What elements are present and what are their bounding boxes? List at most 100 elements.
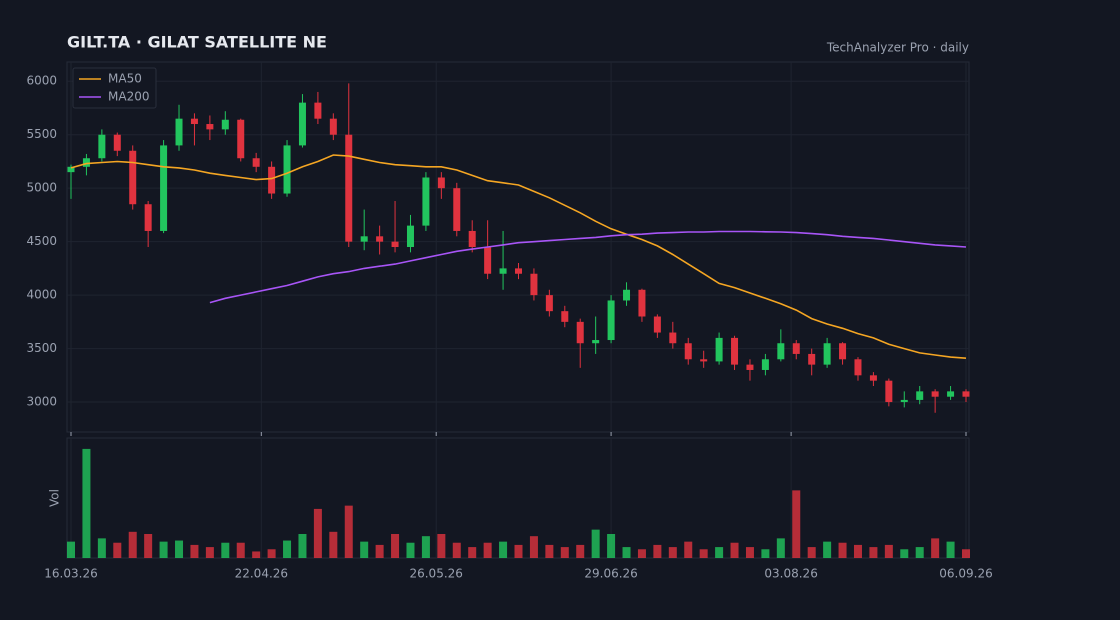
volume-bar — [97, 538, 106, 558]
volume-bar — [421, 536, 430, 558]
volume-bar — [144, 534, 153, 558]
candle-body — [314, 102, 322, 119]
volume-bar — [391, 534, 400, 558]
y-tick-label: 4500 — [26, 234, 57, 248]
volume-bar — [329, 531, 338, 558]
x-tick-label: 06.09.26 — [939, 567, 992, 581]
volume-bar — [576, 544, 585, 558]
volume-bar — [838, 542, 847, 558]
volume-bar — [283, 540, 292, 558]
candle-body — [268, 166, 276, 194]
y-tick-label: 5000 — [26, 181, 57, 195]
volume-bar — [792, 490, 801, 558]
volume-bar — [560, 547, 569, 558]
volume-bar — [823, 541, 832, 558]
candle-body — [700, 359, 708, 362]
candle-body — [839, 343, 847, 360]
volume-bar — [82, 448, 91, 558]
candle-body — [530, 273, 538, 296]
candle-body — [792, 343, 800, 354]
candle-body — [98, 134, 106, 159]
candle-body — [669, 332, 677, 344]
volume-bar — [591, 529, 600, 558]
volume-bar — [730, 542, 739, 558]
volume-bar — [668, 547, 677, 558]
volume-bar — [915, 547, 924, 558]
candle-body — [515, 268, 522, 274]
candle-body — [468, 230, 476, 247]
volume-label: Vol — [48, 489, 62, 507]
candle-body — [82, 158, 90, 167]
volume-bar — [931, 538, 940, 558]
candle-body — [854, 359, 862, 376]
ma-line — [70, 154, 967, 359]
candle-body — [607, 300, 615, 341]
volume-bar — [776, 538, 785, 558]
volume-bar — [946, 541, 955, 558]
candle-body — [453, 188, 461, 231]
volume-bar — [637, 549, 646, 558]
candle-body — [623, 289, 631, 301]
chart-subtitle: TechAnalyzer Pro · daily — [826, 41, 969, 55]
legend-label: MA50 — [108, 72, 142, 86]
candle-body — [391, 241, 399, 247]
x-tick-label: 03.08.26 — [764, 567, 817, 581]
candle-body — [869, 375, 877, 381]
volume-bar — [236, 542, 245, 558]
y-tick-label: 6000 — [26, 74, 57, 88]
candle-body — [237, 119, 245, 159]
volume-bar — [360, 541, 369, 558]
volume-bar — [298, 534, 307, 558]
candle-body — [746, 364, 754, 370]
candle-body — [761, 359, 769, 370]
candle-body — [329, 118, 337, 135]
x-tick-label: 29.06.26 — [584, 567, 637, 581]
volume-bar — [884, 544, 893, 558]
volume-bar — [514, 544, 523, 558]
volume-bar — [221, 542, 230, 558]
candle-body — [298, 102, 306, 146]
candle-body — [160, 145, 168, 231]
candle-body — [545, 295, 553, 312]
y-tick-label: 4000 — [26, 288, 57, 302]
candle-body — [175, 118, 183, 146]
candle-body — [653, 316, 661, 333]
volume-bar — [468, 547, 477, 558]
candle-body — [376, 236, 384, 242]
volume-bar — [267, 549, 276, 558]
candle-body — [638, 289, 646, 317]
candle-body — [684, 343, 692, 360]
volume-bar — [128, 531, 137, 558]
volume-bar — [113, 542, 122, 558]
volume-panel — [66, 437, 970, 559]
candle-body — [731, 337, 739, 365]
volume-bar — [684, 541, 693, 558]
candle-body — [113, 134, 121, 151]
candle-body — [808, 353, 816, 365]
volume-bar — [175, 540, 184, 558]
volume-bar — [653, 544, 662, 558]
candle-body — [345, 134, 353, 242]
candle-body — [823, 343, 831, 365]
y-tick-label: 5500 — [26, 127, 57, 141]
volume-bar — [483, 542, 492, 558]
candle-body — [190, 118, 198, 125]
volume-bar — [900, 549, 909, 558]
candle-body — [283, 145, 291, 194]
volume-bar — [869, 547, 878, 558]
volume-bar — [159, 541, 168, 558]
candle-body — [252, 158, 260, 167]
volume-bar — [529, 536, 538, 558]
candle-body — [561, 311, 569, 322]
candle-body — [777, 343, 785, 360]
candle-body — [129, 150, 137, 205]
candle-body — [916, 391, 924, 400]
candle-body — [576, 321, 584, 344]
x-tick-label: 22.04.26 — [235, 567, 288, 581]
candle-body — [360, 236, 368, 242]
candle-body — [437, 177, 445, 189]
candle-body — [67, 166, 75, 173]
volume-bar — [761, 549, 770, 558]
